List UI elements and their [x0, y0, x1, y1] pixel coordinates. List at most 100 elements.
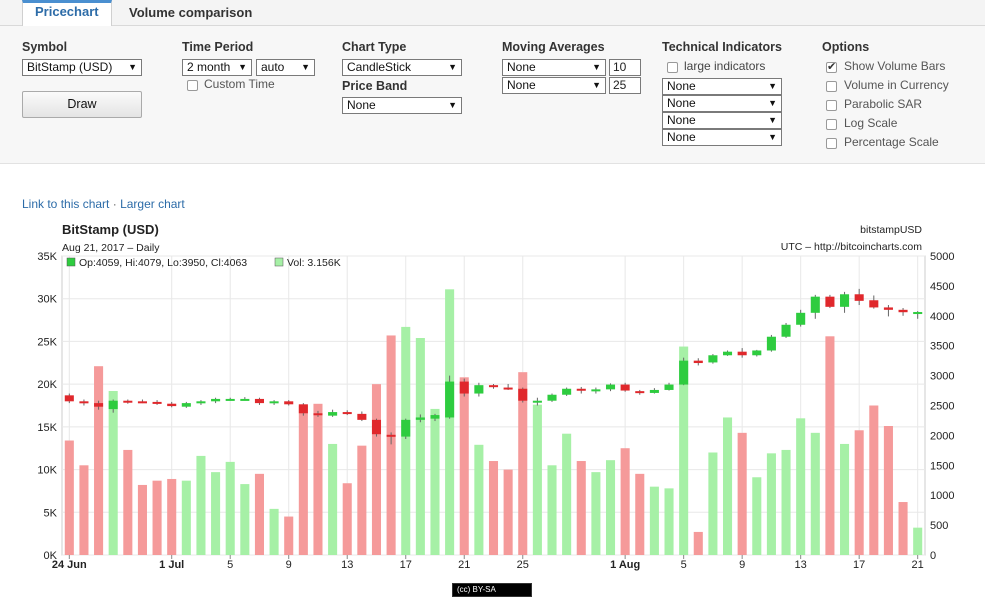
price-chart: 0K 5K 10K 15K 20K 25K 30K 35K 0 500 1000 1500 2000 25… — [37, 222, 954, 571]
candle-body — [94, 403, 104, 407]
candle-body — [532, 400, 542, 403]
candle-body — [693, 360, 703, 364]
volume-in-currency-checkbox[interactable] — [826, 81, 837, 92]
volume-bar — [737, 432, 747, 555]
chart-subtitle: Aug 21, 2017 – Daily — [62, 242, 160, 254]
volume-in-currency-label: Volume in Currency — [844, 78, 949, 92]
indicator-select-1[interactable]: None ▼ — [662, 78, 782, 95]
candle-body — [152, 401, 162, 404]
chart-source-url: UTC – http://bitcoincharts.com — [781, 241, 922, 253]
candle-body — [752, 350, 762, 356]
price-band-select[interactable]: None ▼ — [342, 97, 462, 114]
candle-body — [737, 351, 747, 356]
link-separator: · — [112, 197, 117, 211]
candle-body — [445, 381, 455, 418]
x-axis-tick-label: 5 — [681, 559, 687, 571]
indicator-select-4-value: None — [667, 130, 696, 144]
volume-bar — [137, 484, 147, 555]
link-to-chart[interactable]: Link to this chart — [22, 197, 110, 211]
candle-body — [825, 296, 835, 307]
percentage-scale-checkbox[interactable] — [826, 138, 837, 149]
volume-bar — [459, 377, 469, 555]
volume-bar — [269, 508, 279, 555]
ma2-type-select[interactable]: None ▼ — [502, 77, 606, 94]
volume-bar — [371, 384, 382, 555]
indicator-select-4[interactable]: None ▼ — [662, 129, 782, 146]
period-select[interactable]: 2 month ▼ — [182, 59, 252, 76]
candle-body — [298, 404, 308, 414]
volume-bar — [752, 477, 762, 555]
indicator-select-2[interactable]: None ▼ — [662, 95, 782, 112]
percentage-scale-label: Percentage Scale — [844, 135, 939, 149]
chevron-down-icon: ▼ — [301, 62, 310, 72]
x-axis-tick-label: 13 — [795, 559, 807, 571]
volume-bar — [328, 443, 338, 555]
volume-bar — [225, 461, 235, 555]
volume-bar — [254, 473, 265, 555]
license-badge[interactable]: (cc) BY-SA — [452, 583, 532, 597]
symbol-group: Symbol — [22, 40, 67, 57]
candle-body — [342, 412, 352, 415]
tab-pricechart[interactable]: Pricechart — [22, 0, 112, 27]
ma2-type-value: None — [507, 78, 536, 92]
tab-volume-comparison[interactable]: Volume comparison — [129, 5, 253, 20]
resolution-select[interactable]: auto ▼ — [256, 59, 315, 76]
candle-body — [181, 403, 191, 407]
candle-body — [488, 385, 499, 388]
chevron-down-icon: ▼ — [768, 98, 777, 108]
volume-bar — [635, 473, 645, 555]
chevron-down-icon: ▼ — [592, 80, 601, 90]
log-scale-checkbox[interactable] — [826, 119, 837, 130]
x-axis-tick-label: 1 Jul — [159, 559, 184, 571]
chart-type-select[interactable]: CandleStick ▼ — [342, 59, 462, 76]
candle-body — [649, 389, 659, 393]
candle-body — [679, 360, 689, 385]
parabolic-sar-checkbox[interactable] — [826, 100, 837, 111]
candle-body — [328, 412, 338, 416]
volume-bar — [693, 531, 703, 555]
ma2-period-input[interactable]: 25 — [609, 77, 641, 94]
ohlc-legend-text: Op:4059, Hi:4079, Lo:3950, Cl:4063 — [79, 257, 247, 269]
volume-bar — [620, 448, 630, 555]
volume-bar — [167, 478, 177, 555]
volume-bar — [94, 366, 104, 555]
volume-bar — [649, 486, 659, 555]
volume-bar — [357, 445, 367, 555]
custom-time-checkbox[interactable] — [187, 80, 198, 91]
right-axis-tick-label: 4500 — [930, 281, 954, 293]
volume-bar — [503, 469, 513, 555]
candle-body — [869, 300, 879, 308]
volume-bar — [679, 346, 689, 555]
left-axis-tick-label: 0K — [44, 550, 58, 562]
volume-bar — [386, 335, 396, 555]
time-period-title: Time Period — [182, 40, 254, 54]
volume-legend-swatch — [274, 257, 284, 267]
candle-body — [357, 413, 367, 420]
show-volume-bars-checkbox[interactable] — [826, 60, 837, 73]
larger-chart-link[interactable]: Larger chart — [120, 197, 185, 211]
right-axis-tick-label: 1500 — [930, 460, 954, 472]
volume-bar — [562, 433, 572, 555]
candle-body — [766, 336, 776, 351]
candle-body — [898, 309, 908, 313]
candle-body — [415, 417, 425, 420]
large-indicators-checkbox[interactable] — [667, 62, 678, 73]
technical-indicators-group: Technical Indicators — [662, 40, 782, 57]
symbol-select[interactable]: BitStamp (USD) ▼ — [22, 59, 142, 76]
volume-bar — [796, 418, 806, 555]
volume-bar — [708, 452, 718, 555]
ma1-type-select[interactable]: None ▼ — [502, 59, 606, 76]
volume-bar — [547, 465, 557, 555]
volume-bar — [518, 372, 528, 555]
candle-body — [64, 395, 74, 402]
ma1-period-input[interactable]: 10 — [609, 59, 641, 76]
candle-body — [79, 401, 89, 404]
indicator-select-3[interactable]: None ▼ — [662, 112, 782, 129]
left-axis-tick-label: 30K — [37, 294, 57, 306]
draw-button[interactable]: Draw — [22, 91, 142, 118]
x-axis-tick-label: 17 — [853, 559, 865, 571]
chevron-down-icon: ▼ — [238, 62, 247, 72]
volume-bar — [854, 430, 864, 555]
candle-body — [796, 312, 806, 325]
candle-body — [313, 413, 323, 416]
